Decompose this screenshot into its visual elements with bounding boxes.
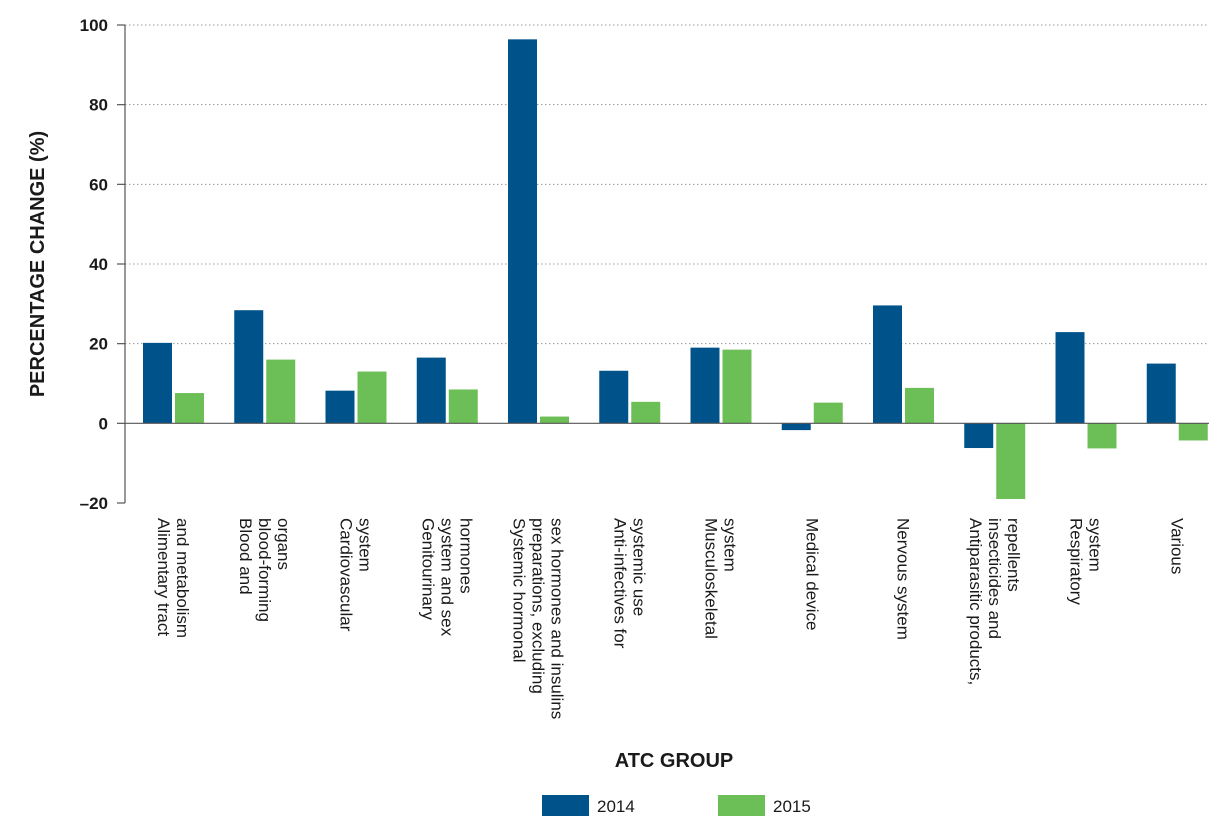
bar-2015-2 [357, 371, 387, 424]
category-label: Medical device [802, 518, 821, 630]
category-label-line: Cardiovascular [337, 518, 356, 632]
bar-2015-10 [1087, 423, 1117, 449]
bar-2014-8 [873, 305, 902, 424]
legend-label-2014: 2014 [597, 797, 635, 816]
category-label-line: system [721, 518, 740, 572]
category-label-line: Systemic hormonal [510, 518, 529, 663]
bar-2015-7 [813, 402, 843, 424]
category-label-line: Musculoskeletal [702, 518, 721, 639]
category-label: Musculoskeletal system [702, 518, 740, 639]
bar-2015-9 [996, 423, 1026, 500]
category-label: Alimentary tract and metabolism [154, 518, 192, 638]
category-label: Various [1167, 518, 1186, 574]
bar-2014-4 [508, 39, 537, 424]
bar-2014-0 [143, 342, 172, 424]
category-label-line: preparations, excluding [529, 518, 548, 694]
bar-2015-1 [266, 359, 296, 424]
category-label-line: sex hormones and insulins [548, 518, 567, 719]
y-tick-label: 100 [80, 16, 108, 35]
x-axis-category-labels: Alimentary tract and metabolism Blood and b… [154, 518, 1186, 719]
legend-label-2015: 2015 [773, 797, 811, 816]
bar-2015-8 [905, 387, 934, 424]
category-label-line: Nervous system [894, 518, 913, 640]
category-label-line: Antiparasitic products, [966, 518, 985, 685]
category-label-line: system [356, 518, 375, 572]
category-label: Anti-infectives for systemic use [610, 518, 648, 649]
y-axis-ticks: –20 0 20 40 60 80 100 [80, 16, 108, 513]
category-label-line: Blood and [236, 518, 255, 595]
y-tick-label: 60 [89, 175, 108, 194]
category-label-line: Alimentary tract [154, 518, 173, 636]
category-label-line: system and sex [437, 518, 456, 637]
category-label: Systemic hormonal preparations, excluding… [510, 518, 567, 719]
category-label: Genitourinary system and sex hormones [418, 518, 475, 637]
category-label: Nervous system [894, 518, 913, 640]
y-axis-title: PERCENTAGE CHANGE (%) [27, 131, 49, 397]
bar-2014-11 [1146, 363, 1176, 424]
y-tick-label: 0 [99, 414, 108, 433]
category-label-line: system [1086, 518, 1105, 572]
y-tick-label: –20 [80, 494, 108, 513]
category-label: Respiratory system [1067, 518, 1105, 605]
bar-2015-3 [448, 389, 478, 424]
y-tick-label: 40 [89, 255, 108, 274]
category-label-line: hormones [456, 518, 475, 594]
legend-swatch-2015 [718, 795, 765, 816]
bar-2014-3 [416, 357, 446, 424]
bar-2015-5 [631, 401, 661, 424]
category-label-line: Genitourinary [418, 518, 437, 621]
y-tick-label: 20 [89, 335, 108, 354]
category-label-line: blood-forming [255, 518, 274, 622]
category-label: Blood and blood-forming organs [236, 518, 293, 622]
legend: 2014 2015 [542, 795, 811, 816]
bar-2015-11 [1178, 423, 1208, 441]
bar-2014-1 [234, 310, 264, 424]
bar-2015-0 [175, 393, 204, 424]
category-label-line: systemic use [629, 518, 648, 616]
x-axis-title: ATC GROUP [615, 750, 734, 772]
bar-2014-5 [599, 370, 629, 424]
category-label: Cardiovascular system [337, 518, 375, 632]
category-label-line: Medical device [802, 518, 821, 630]
category-label-line: and metabolism [173, 518, 192, 638]
bar-2014-2 [325, 390, 355, 424]
bars [143, 39, 1208, 500]
category-label-line: Anti-infectives for [610, 518, 629, 649]
bar-2014-7 [781, 423, 811, 431]
category-label-line: repellents [1004, 518, 1023, 592]
category-label-line: Various [1167, 518, 1186, 574]
category-label-line: organs [274, 518, 293, 570]
category-label-line: Respiratory [1067, 518, 1086, 605]
bar-2014-6 [690, 347, 720, 424]
bar-2015-4 [540, 416, 569, 424]
axes [117, 24, 1209, 504]
bar-2014-9 [964, 423, 994, 449]
bar-2014-10 [1055, 332, 1085, 424]
legend-swatch-2014 [542, 795, 589, 816]
category-label: Antiparasitic products, insecticides and r… [966, 518, 1023, 685]
bar-2015-6 [722, 349, 752, 424]
gridlines [125, 24, 1209, 345]
category-label-line: insecticides and [985, 518, 1004, 639]
y-tick-label: 80 [89, 96, 108, 115]
